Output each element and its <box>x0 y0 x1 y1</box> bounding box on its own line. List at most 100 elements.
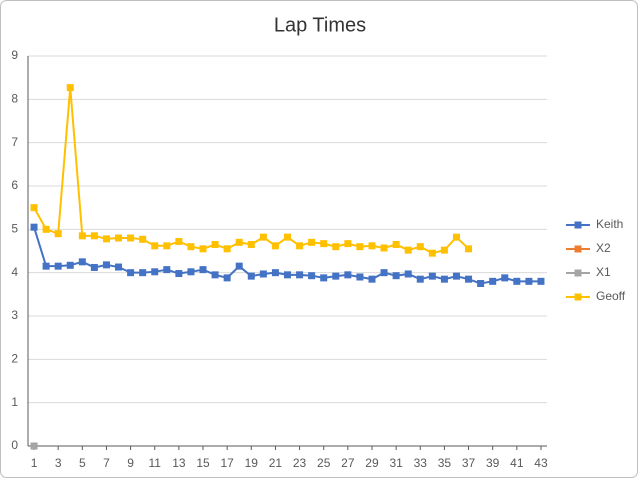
marker <box>440 246 448 254</box>
marker <box>477 280 485 287</box>
marker <box>320 240 328 248</box>
marker <box>404 270 412 278</box>
marker <box>465 245 473 253</box>
marker <box>392 272 400 280</box>
marker <box>296 271 304 279</box>
marker <box>102 235 110 243</box>
x-tick-label: 31 <box>389 456 403 470</box>
x-tick-label: 3 <box>55 456 62 470</box>
legend-label: Geoff <box>596 289 626 303</box>
marker <box>284 271 291 279</box>
marker <box>54 262 62 270</box>
x-tick-label: 19 <box>245 456 259 470</box>
marker <box>151 242 159 250</box>
y-tick-label: 1 <box>11 395 18 409</box>
x-tick-label: 7 <box>103 456 110 470</box>
legend-label: X1 <box>596 265 611 279</box>
marker <box>452 272 460 280</box>
marker <box>139 235 147 243</box>
marker <box>452 233 460 241</box>
y-tick-label: 8 <box>11 92 18 106</box>
marker <box>271 242 279 250</box>
x-tick-label: 33 <box>414 456 428 470</box>
legend-marker <box>574 221 582 229</box>
marker <box>416 275 424 283</box>
marker <box>235 262 243 270</box>
marker <box>187 268 195 276</box>
marker <box>368 275 376 283</box>
marker <box>115 263 123 271</box>
marker <box>501 274 509 282</box>
y-tick-label: 3 <box>11 308 18 322</box>
marker <box>356 243 364 251</box>
x-tick-label: 27 <box>341 456 355 470</box>
marker <box>368 242 376 250</box>
marker <box>404 246 412 254</box>
marker <box>66 261 74 269</box>
marker <box>416 243 424 251</box>
marker <box>320 274 328 282</box>
marker <box>223 274 231 282</box>
marker <box>127 269 135 277</box>
marker <box>163 242 171 250</box>
marker <box>42 262 50 270</box>
marker <box>78 258 86 266</box>
x-tick-label: 15 <box>196 456 210 470</box>
marker <box>199 245 207 253</box>
marker <box>344 271 352 279</box>
marker <box>199 266 207 274</box>
x-tick-label: 29 <box>365 456 379 470</box>
x-tick-label: 23 <box>293 456 307 470</box>
y-tick-label: 0 <box>11 438 18 452</box>
y-tick-label: 4 <box>11 265 18 279</box>
chart-title: Lap Times <box>274 14 366 36</box>
x-tick-label: 5 <box>79 456 86 470</box>
marker <box>380 269 388 277</box>
legend-marker <box>574 293 582 301</box>
marker <box>284 233 291 241</box>
marker <box>525 277 533 285</box>
y-tick-label: 5 <box>11 222 18 236</box>
marker <box>102 261 110 269</box>
marker <box>344 240 352 248</box>
marker <box>211 271 219 279</box>
marker <box>30 223 38 231</box>
marker <box>66 84 74 92</box>
marker <box>163 266 171 274</box>
marker <box>90 263 98 271</box>
marker <box>139 269 147 277</box>
x-tick-label: 17 <box>220 456 234 470</box>
y-tick-label: 2 <box>11 352 18 366</box>
marker <box>54 230 62 238</box>
marker <box>259 270 267 278</box>
marker <box>440 275 448 283</box>
marker <box>90 232 98 240</box>
marker <box>308 272 316 280</box>
marker <box>332 272 340 280</box>
x-tick-label: 9 <box>127 456 134 470</box>
x-tick-label: 11 <box>148 456 161 470</box>
legend-label: X2 <box>596 241 611 255</box>
marker <box>428 249 436 257</box>
marker <box>151 268 159 276</box>
marker <box>175 237 183 245</box>
marker <box>175 270 183 278</box>
marker <box>356 273 364 281</box>
marker <box>235 238 243 246</box>
marker <box>30 204 38 212</box>
x-tick-label: 1 <box>31 456 38 470</box>
x-tick-label: 37 <box>462 456 476 470</box>
marker <box>127 234 135 242</box>
marker <box>465 275 473 283</box>
x-tick-label: 21 <box>269 456 283 470</box>
x-tick-label: 25 <box>317 456 331 470</box>
marker <box>537 277 545 285</box>
marker <box>115 234 123 242</box>
x-tick-label: 35 <box>438 456 452 470</box>
x-tick-label: 39 <box>486 456 500 470</box>
y-tick-label: 7 <box>11 135 18 149</box>
x-tick-label: 43 <box>534 456 548 470</box>
marker <box>42 225 50 233</box>
marker <box>271 269 279 277</box>
